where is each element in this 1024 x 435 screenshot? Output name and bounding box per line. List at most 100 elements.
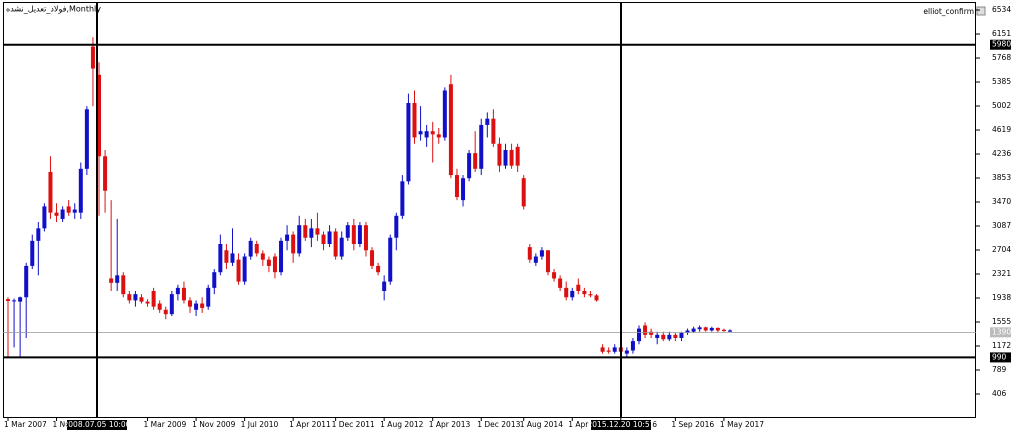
candle-body bbox=[48, 171, 53, 213]
candle-body bbox=[418, 131, 423, 135]
candle-body bbox=[685, 330, 690, 333]
indicator-icon bbox=[976, 6, 986, 16]
candle-body bbox=[90, 46, 95, 69]
x-tick-label: 1 Jul 2010 bbox=[241, 420, 279, 429]
candle-body bbox=[42, 206, 47, 229]
candle-body bbox=[649, 331, 654, 335]
candle-body bbox=[436, 134, 441, 138]
candle-body bbox=[370, 250, 375, 266]
candle-body bbox=[545, 250, 550, 273]
candle-body bbox=[109, 278, 114, 283]
candle-body bbox=[467, 153, 472, 179]
candle-body bbox=[254, 243, 259, 254]
candle-body bbox=[309, 228, 314, 238]
candle-body bbox=[497, 143, 502, 166]
x-tick-label: 1 Apr 2011 bbox=[289, 420, 331, 429]
candle-body bbox=[97, 74, 102, 157]
y-tick-label: 5002 bbox=[992, 101, 1011, 110]
candle-body bbox=[84, 109, 89, 169]
candle-body bbox=[461, 178, 466, 201]
x-tick-label: 1 Dec 2011 bbox=[332, 420, 375, 429]
candle-body bbox=[139, 297, 144, 302]
candle-body bbox=[218, 243, 223, 273]
x-tick-label: 1 Sep 2016 bbox=[671, 420, 714, 429]
candle-body bbox=[60, 209, 65, 219]
candle-body bbox=[339, 237, 344, 257]
candle-body bbox=[697, 327, 702, 330]
candle-body bbox=[357, 225, 362, 244]
candle-body bbox=[145, 301, 150, 304]
y-tick-label: 1172 bbox=[992, 341, 1011, 350]
candle-body bbox=[412, 103, 417, 138]
candle-body bbox=[206, 287, 211, 307]
candle-body bbox=[442, 90, 447, 138]
candle-body bbox=[636, 328, 641, 342]
candle-body bbox=[18, 297, 23, 302]
candle-body bbox=[570, 290, 575, 298]
candle-body bbox=[539, 250, 544, 257]
candle-body bbox=[36, 228, 41, 241]
candle-body bbox=[576, 284, 581, 291]
candle-body bbox=[691, 328, 696, 332]
candle-body bbox=[600, 347, 605, 352]
candle-body bbox=[175, 287, 180, 295]
candle-body bbox=[521, 178, 526, 207]
y-tick-label: 3087 bbox=[992, 221, 1011, 230]
y-tick-label: 3470 bbox=[992, 197, 1011, 206]
candle-body bbox=[363, 225, 368, 251]
candle-body bbox=[703, 327, 708, 331]
candle-body bbox=[448, 84, 453, 176]
candle-body bbox=[527, 247, 532, 260]
candle-body bbox=[709, 327, 714, 331]
candle-body bbox=[121, 275, 126, 295]
candle-body bbox=[612, 347, 617, 352]
candle-body bbox=[6, 299, 10, 302]
candle-body bbox=[376, 265, 381, 273]
vline-label: 2008.07.05 10:00 bbox=[64, 420, 131, 429]
hline-label-box bbox=[990, 352, 1011, 363]
candle-body bbox=[212, 272, 217, 288]
candle-body bbox=[351, 225, 356, 244]
candle-body bbox=[533, 256, 538, 263]
hline-label: 990 bbox=[992, 352, 1007, 361]
candle-body bbox=[72, 209, 77, 213]
candle-body bbox=[588, 294, 593, 296]
candle-body bbox=[127, 294, 132, 301]
vline-label-box bbox=[67, 420, 127, 430]
x-tick-label: 1 Mar 2009 bbox=[144, 420, 187, 429]
x-tick-label: 1 Apr 2015 bbox=[568, 420, 610, 429]
candle-body bbox=[30, 240, 35, 266]
candle-body bbox=[157, 303, 162, 310]
candle-body bbox=[400, 181, 405, 216]
candle-body bbox=[643, 325, 648, 335]
candle-body bbox=[103, 156, 108, 191]
y-tick-label: 4619 bbox=[992, 125, 1011, 134]
chart-title: فولاد_تعدیل_نشده,Monthly bbox=[6, 5, 101, 14]
candle-body bbox=[673, 334, 678, 338]
x-tick-label: 1 Aug 2012 bbox=[380, 420, 423, 429]
candle-body bbox=[169, 294, 174, 315]
candle-body bbox=[667, 334, 672, 340]
candle-body bbox=[661, 334, 666, 340]
y-tick-label: 4236 bbox=[992, 149, 1011, 158]
x-tick-label: 1 Dec 2013 bbox=[477, 420, 520, 429]
y-tick-label: 2321 bbox=[992, 269, 1011, 278]
candle-body bbox=[630, 341, 635, 351]
candle-body bbox=[200, 303, 205, 308]
candle-body bbox=[291, 234, 296, 254]
plot-frame bbox=[3, 2, 976, 418]
y-tick-label: 2704 bbox=[992, 245, 1011, 254]
candle-body bbox=[655, 334, 660, 338]
candle-body bbox=[721, 329, 726, 332]
candle-body bbox=[715, 327, 720, 331]
candle-body bbox=[133, 294, 138, 301]
candle-body bbox=[479, 124, 484, 169]
candle-body bbox=[728, 330, 732, 332]
candle-body bbox=[115, 275, 120, 283]
candle-body bbox=[394, 215, 399, 238]
candle-body bbox=[260, 253, 265, 260]
candle-body bbox=[230, 253, 235, 263]
candle-body bbox=[66, 206, 71, 213]
current-price-box bbox=[990, 327, 1011, 338]
candle-body bbox=[303, 225, 308, 238]
